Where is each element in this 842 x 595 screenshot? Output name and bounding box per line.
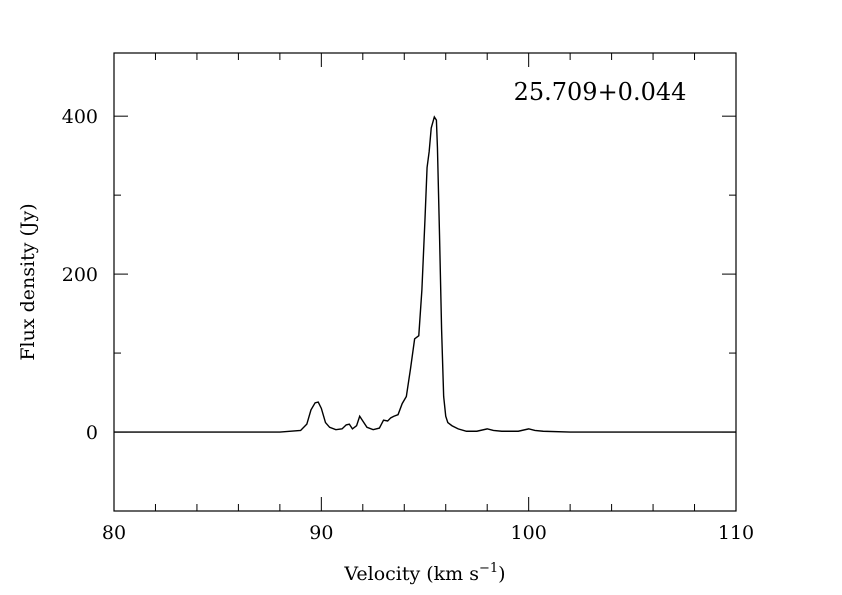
x-axis-label: Velocity (km s−1) — [343, 561, 505, 585]
chart-annotation: 25.709+0.044 — [514, 78, 687, 106]
x-tick-label: 110 — [718, 522, 754, 544]
y-tick-label: 200 — [62, 264, 98, 286]
x-tick-label: 80 — [102, 522, 126, 544]
y-axis-label: Flux density (Jy) — [17, 203, 39, 360]
x-axis-label-close: ) — [498, 563, 505, 585]
x-axis-label-sup: −1 — [479, 561, 498, 576]
y-tick-label: 0 — [86, 422, 98, 444]
plot-frame — [113, 52, 737, 512]
tick-labels: 80 90 100 110 0 200 400 — [62, 106, 754, 544]
x-tick-label: 100 — [511, 522, 547, 544]
series-line — [114, 115, 736, 433]
x-tick-label: 90 — [309, 522, 333, 544]
axis-ticks — [113, 53, 737, 512]
x-axis-label-main: Velocity (km s — [343, 563, 479, 585]
y-tick-label: 400 — [62, 106, 98, 128]
